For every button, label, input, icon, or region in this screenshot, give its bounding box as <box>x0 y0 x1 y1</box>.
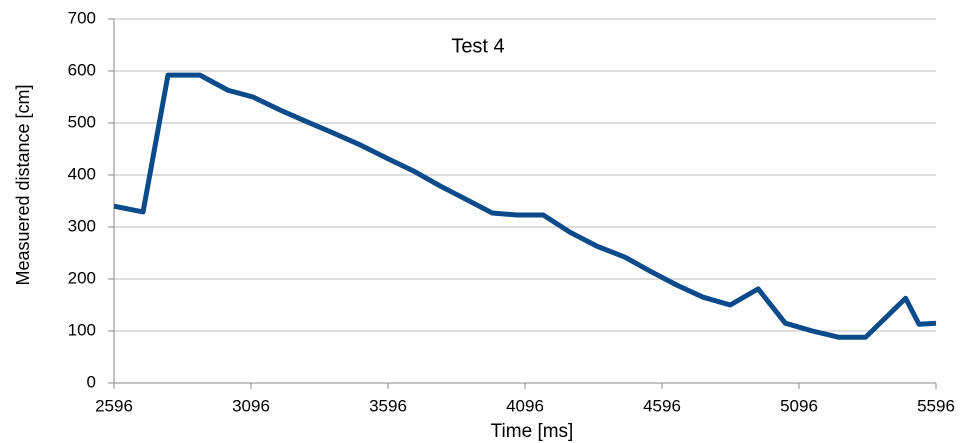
x-tick-label: 5596 <box>917 396 955 415</box>
y-tick-label: 600 <box>68 60 96 79</box>
y-tick-label: 400 <box>68 164 96 183</box>
x-tick-label: 4096 <box>506 396 544 415</box>
data-line <box>113 72 937 340</box>
y-tick-label: 300 <box>68 216 96 235</box>
x-tick-label: 3596 <box>369 396 407 415</box>
x-tick-label: 5096 <box>780 396 818 415</box>
chart-title: Test 4 <box>451 35 504 57</box>
x-tick-label: 2596 <box>95 396 133 415</box>
x-tick-label: 3096 <box>232 396 270 415</box>
y-tick-label: 0 <box>87 372 96 391</box>
y-axis-label: Measuered distance [cm] <box>13 84 33 285</box>
x-axis-label: Time [ms] <box>491 421 574 442</box>
x-tick-label: 4596 <box>643 396 681 415</box>
y-tick-label: 200 <box>68 268 96 287</box>
y-tick-label: 100 <box>68 320 96 339</box>
y-tick-label: 500 <box>68 112 96 131</box>
y-tick-label: 700 <box>68 8 96 27</box>
